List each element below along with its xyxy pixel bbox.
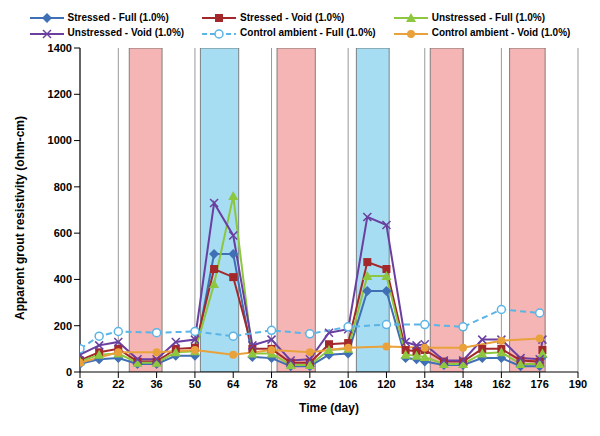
svg-text:162: 162: [492, 378, 510, 390]
svg-text:600: 600: [54, 227, 72, 239]
svg-text:176: 176: [531, 378, 549, 390]
html-text:Control ambient - Void (1.0%): Control ambient - Void (1.0%): [431, 27, 571, 39]
svg-text:0: 0: [66, 366, 72, 378]
svg-text:800: 800: [54, 180, 72, 192]
svg-text:50: 50: [189, 378, 201, 390]
svg-text:106: 106: [339, 378, 357, 390]
svg-text:148: 148: [454, 378, 472, 390]
html-text:Stressed - Full (1.0%): Stressed - Full (1.0%): [67, 12, 169, 23]
html-text:Stressed - Void (1.0%): Stressed - Void (1.0%): [240, 12, 345, 23]
svg-text:120: 120: [377, 378, 395, 390]
html-text:Unstressed - Full (1.0%): Unstressed - Full (1.0%): [431, 12, 545, 23]
svg-text:22: 22: [112, 378, 124, 390]
svg-text:200: 200: [54, 319, 72, 331]
svg-text:64: 64: [227, 378, 240, 390]
svg-text:400: 400: [54, 273, 72, 285]
svg-text:36: 36: [150, 378, 162, 390]
svg-text:Time (day): Time (day): [299, 401, 359, 415]
svg-text:190: 190: [569, 378, 587, 390]
svg-text:1000: 1000: [48, 134, 72, 146]
html-text:Unstressed - Void (1.0%): Unstressed - Void (1.0%): [67, 27, 185, 39]
svg-text:8: 8: [77, 378, 83, 390]
svg-text:Apparent grout resistivity (oh: Apparent grout resistivity (ohm-cm): [13, 116, 27, 320]
html-text:Control ambient - Full (1.0%): Control ambient - Full (1.0%): [240, 27, 376, 39]
svg-text:92: 92: [304, 378, 316, 390]
svg-text:78: 78: [265, 378, 277, 390]
svg-text:1200: 1200: [48, 88, 72, 100]
svg-text:1400: 1400: [48, 42, 72, 54]
svg-text:134: 134: [416, 378, 435, 390]
